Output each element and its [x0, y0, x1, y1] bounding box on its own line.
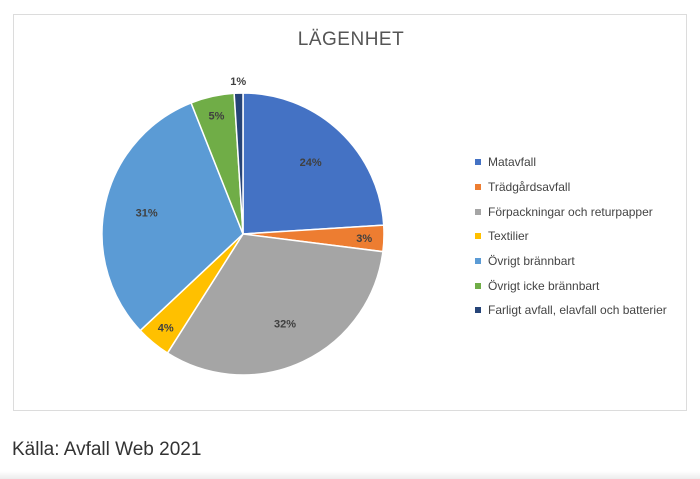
pie-data-label: 1% — [230, 76, 246, 88]
legend-item: Övrigt brännbart — [475, 249, 667, 274]
chart-legend: Matavfall Trädgårdsavfall Förpackningar oc… — [475, 150, 667, 323]
legend-item: Matavfall — [475, 150, 667, 175]
legend-swatch — [475, 159, 481, 166]
pie-chart: 24% 3% 32% 4% 31% 5% 1% — [101, 76, 385, 376]
legend-label: Förpackningar och returpapper — [488, 204, 653, 219]
legend-item: Trädgårdsavfall — [475, 175, 667, 200]
legend-swatch — [475, 208, 481, 215]
legend-swatch — [475, 282, 481, 289]
legend-swatch — [475, 258, 481, 265]
pie-data-label: 24% — [300, 157, 322, 169]
pie-slice — [101, 101, 244, 332]
pie-data-label: 32% — [274, 318, 296, 330]
pie-slice — [233, 92, 244, 235]
source-caption: Källa: Avfall Web 2021 — [12, 439, 202, 460]
legend-label: Textilier — [488, 229, 529, 244]
legend-label: Trädgårdsavfall — [488, 180, 571, 195]
legend-label: Övrigt brännbart — [488, 254, 575, 269]
legend-item: Övrigt icke brännbart — [475, 273, 667, 298]
legend-label: Farligt avfall, elavfall och batterier — [488, 303, 667, 318]
legend-item: Textilier — [475, 224, 667, 249]
pie-data-label: 4% — [158, 322, 174, 334]
legend-item: Förpackningar och returpapper — [475, 199, 667, 224]
legend-label: Övrigt icke brännbart — [488, 278, 600, 293]
legend-swatch — [475, 184, 481, 191]
pie-data-label: 5% — [209, 111, 225, 123]
bottom-shadow — [0, 471, 700, 479]
chart-frame: LÄGENHET 24% 3% 32% 4% 31% 5% 1% Matavfall Träd… — [13, 14, 687, 411]
legend-label: Matavfall — [488, 155, 537, 170]
legend-swatch — [475, 307, 481, 314]
pie-data-label: 3% — [356, 233, 372, 245]
legend-swatch — [475, 233, 481, 240]
pie-slice — [242, 92, 385, 235]
chart-title: LÄGENHET — [297, 29, 405, 50]
pie-data-label: 31% — [136, 208, 158, 220]
legend-item: Farligt avfall, elavfall och batterier — [475, 298, 667, 323]
